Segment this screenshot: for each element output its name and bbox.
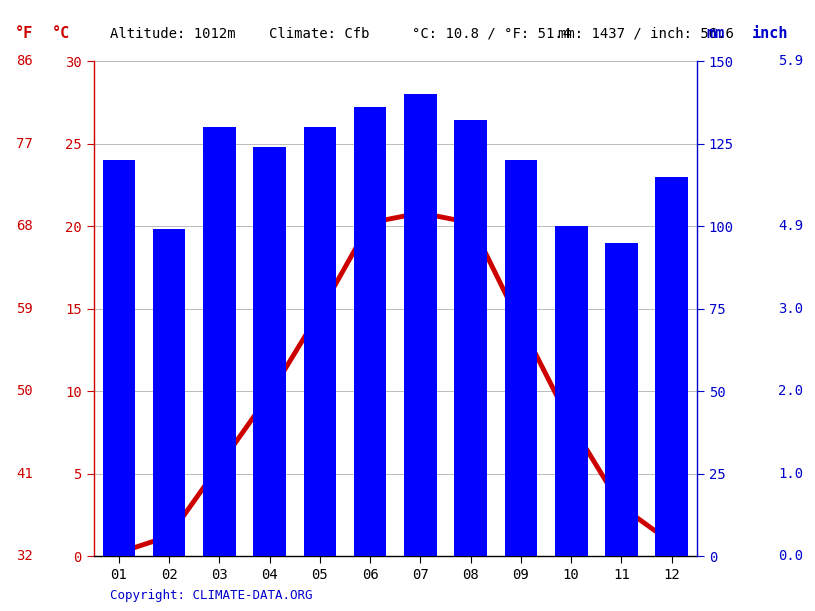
- Bar: [152, 229, 186, 556]
- Text: 1.0: 1.0: [778, 467, 804, 480]
- Text: 41: 41: [16, 467, 33, 480]
- Bar: [404, 94, 437, 556]
- Bar: [103, 160, 135, 556]
- Text: °C: °C: [52, 26, 70, 41]
- Text: 0.0: 0.0: [778, 549, 804, 563]
- Text: 3.0: 3.0: [778, 302, 804, 315]
- Bar: [504, 160, 537, 556]
- Bar: [203, 127, 236, 556]
- Bar: [605, 243, 638, 556]
- Text: °C: 10.8 / °F: 51.4: °C: 10.8 / °F: 51.4: [412, 27, 570, 40]
- Text: 5.9: 5.9: [778, 54, 804, 68]
- Text: °F: °F: [15, 26, 33, 41]
- Text: mm: mm: [707, 26, 725, 41]
- Text: 50: 50: [16, 384, 33, 398]
- Text: inch: inch: [752, 26, 788, 41]
- Bar: [303, 127, 337, 556]
- Text: 59: 59: [16, 302, 33, 315]
- Bar: [354, 108, 386, 556]
- Bar: [655, 177, 688, 556]
- Bar: [454, 120, 487, 556]
- Text: Altitude: 1012m: Altitude: 1012m: [110, 27, 236, 40]
- Text: 68: 68: [16, 219, 33, 233]
- Text: 32: 32: [16, 549, 33, 563]
- Text: Climate: Cfb: Climate: Cfb: [269, 27, 369, 40]
- Text: 2.0: 2.0: [778, 384, 804, 398]
- Text: Copyright: CLIMATE-DATA.ORG: Copyright: CLIMATE-DATA.ORG: [110, 589, 312, 602]
- Bar: [253, 147, 286, 556]
- Text: 4.9: 4.9: [778, 219, 804, 233]
- Text: mm: 1437 / inch: 56.6: mm: 1437 / inch: 56.6: [558, 27, 734, 40]
- Text: 77: 77: [16, 137, 33, 150]
- Text: 86: 86: [16, 54, 33, 68]
- Bar: [555, 226, 588, 556]
